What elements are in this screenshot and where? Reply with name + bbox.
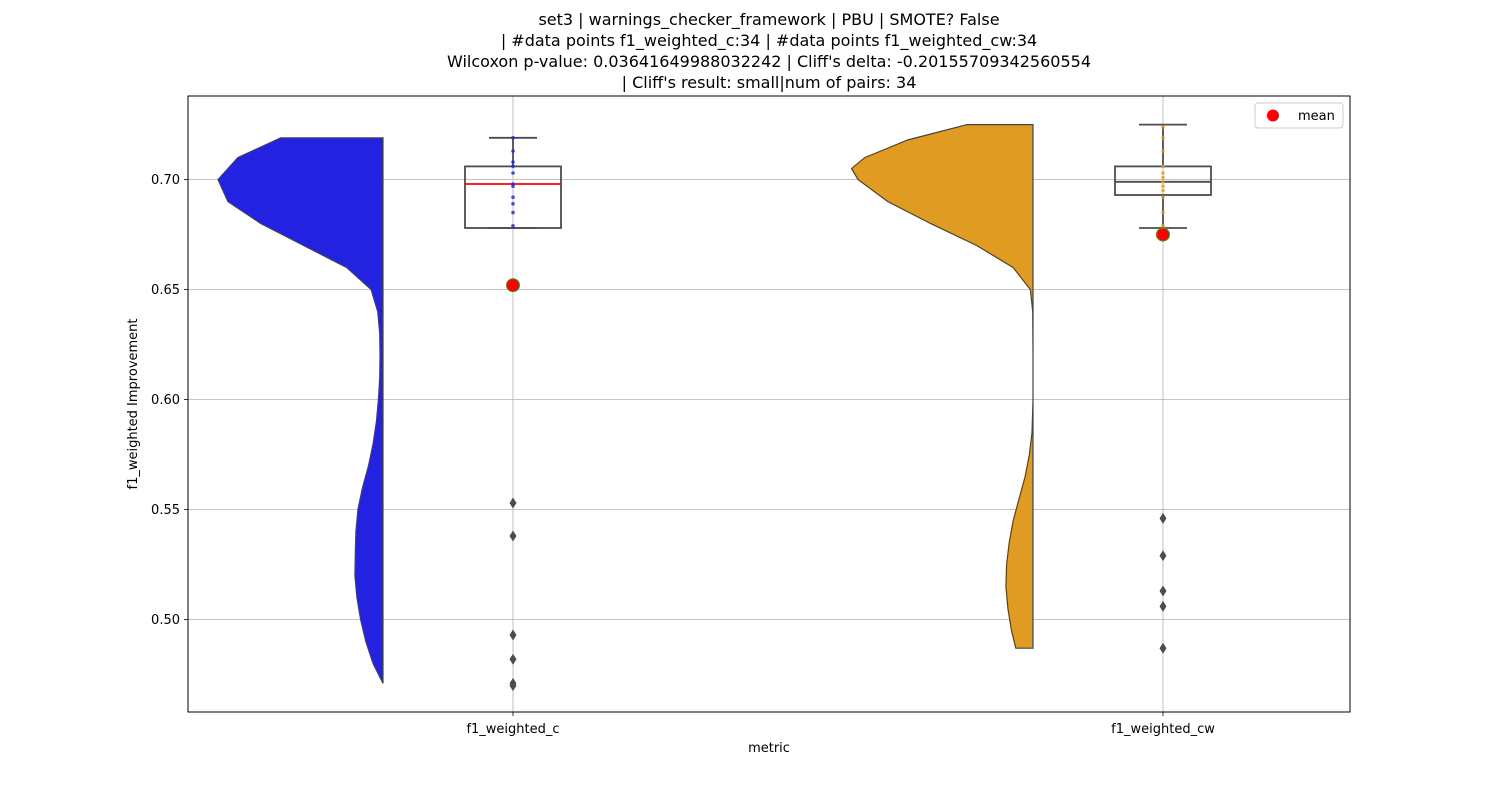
- axis-ticks: 0.50 0.55 0.60 0.65 0.70 f1_weighted_c f1_weig…: [151, 173, 1215, 737]
- data-point: [1161, 175, 1165, 180]
- legend: mean: [1254, 102, 1344, 129]
- mean-marker: [506, 278, 520, 293]
- y-tick-label: 0.55: [151, 503, 180, 518]
- y-tick-label: 0.70: [151, 173, 180, 188]
- y-tick-label: 0.65: [151, 283, 180, 298]
- title-line-2: | #data points f1_weighted_c:34 | #data …: [501, 31, 1037, 51]
- outlier-marker: [1159, 512, 1167, 524]
- outlier-marker: [1159, 600, 1167, 612]
- outlier-marker: [1159, 642, 1167, 654]
- data-point: [511, 210, 515, 215]
- data-point: [1161, 195, 1165, 199]
- outlier-marker: [509, 629, 517, 641]
- outlier-marker: [509, 497, 517, 509]
- data-point: [1161, 224, 1165, 228]
- data-point: [511, 164, 515, 169]
- data-point: [1161, 149, 1165, 153]
- data-point: [511, 182, 515, 186]
- violin-layer: [217, 124, 1034, 684]
- data-point: [1161, 125, 1165, 129]
- x-axis-label: metric: [748, 741, 790, 756]
- title-line-1: set3 | warnings_checker_framework | PBU …: [538, 10, 999, 30]
- x-tick-label-f1-weighted-cw: f1_weighted_cw: [1111, 722, 1215, 737]
- outlier-marker: [1159, 585, 1167, 597]
- data-point: [1161, 210, 1165, 215]
- violin-f1-weighted-c: [217, 137, 384, 684]
- outlier-marker: [509, 653, 517, 665]
- title-line-4: | Cliff's result: small|num of pairs: 34: [622, 73, 917, 92]
- legend-box: [1254, 102, 1344, 129]
- data-point: [1161, 184, 1165, 188]
- data-point: [1161, 188, 1165, 193]
- boxplot-layer: [464, 123, 1212, 229]
- legend-mean-label: mean: [1298, 109, 1335, 124]
- data-point: [511, 149, 515, 153]
- y-axis-label: f1_weighted Improvement: [126, 318, 141, 489]
- data-point: [1161, 171, 1165, 175]
- data-point: [511, 136, 515, 140]
- y-tick-label: 0.60: [151, 393, 180, 408]
- outlier-marker: [1159, 550, 1167, 562]
- points-layer: [506, 125, 1170, 692]
- data-point: [511, 195, 515, 199]
- data-point: [511, 160, 515, 164]
- title-line-3: Wilcoxon p-value: 0.03641649988032242 | …: [447, 52, 1091, 71]
- data-point: [1161, 164, 1165, 169]
- chart-title: set3 | warnings_checker_framework | PBU …: [447, 10, 1091, 92]
- outlier-marker: [509, 530, 517, 542]
- violin-f1-weighted-cw: [850, 124, 1034, 649]
- y-tick-label: 0.50: [151, 613, 180, 628]
- plot-frame: [187, 95, 1351, 713]
- data-point: [511, 202, 515, 206]
- x-tick-label-f1-weighted-c: f1_weighted_c: [466, 722, 559, 737]
- data-point: [511, 224, 515, 228]
- data-point: [1161, 136, 1165, 140]
- mean-marker: [1156, 227, 1170, 242]
- legend-mean-marker: [1267, 109, 1279, 122]
- data-point: [511, 171, 515, 175]
- data-point: [1161, 180, 1165, 184]
- outlier-marker: [509, 680, 517, 692]
